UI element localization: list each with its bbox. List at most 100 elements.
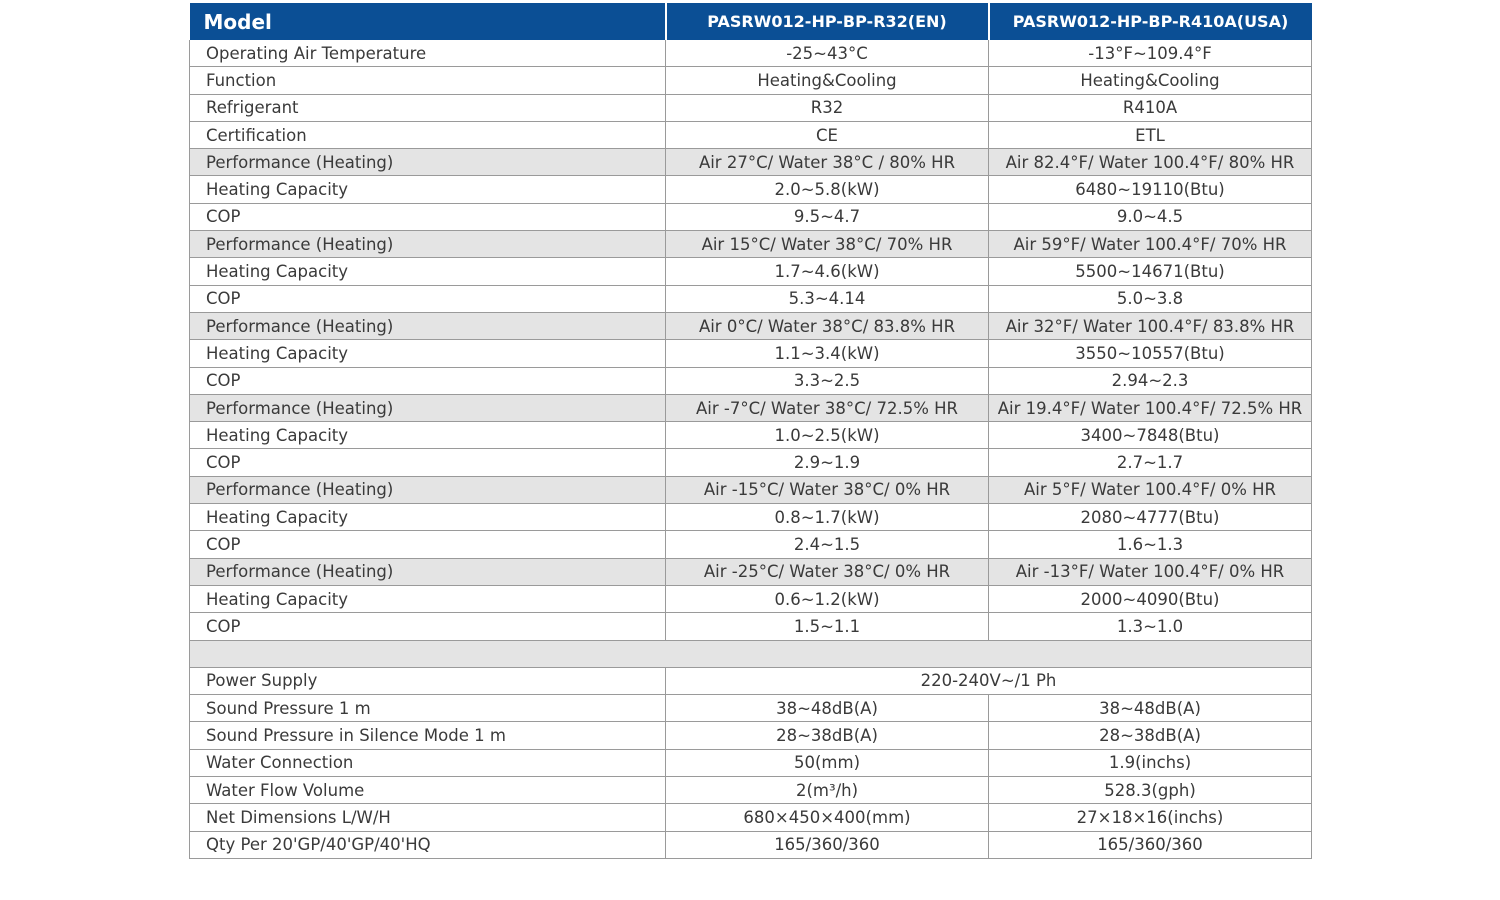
- row-label: Sound Pressure in Silence Mode 1 m: [189, 721, 666, 750]
- value-r32: 3.3~2.5: [665, 367, 989, 395]
- table-row: COP 9.5~4.7 9.0~4.5: [189, 203, 1312, 232]
- row-label: Refrigerant: [189, 94, 666, 122]
- table-row: Heating Capacity 1.7~4.6(kW) 5500~14671(…: [189, 257, 1312, 286]
- model-header: Model: [189, 3, 667, 40]
- value-r410a: Heating&Cooling: [988, 66, 1312, 95]
- table-row: Refrigerant R32 R410A: [189, 94, 1312, 122]
- row-label: COP: [189, 367, 666, 395]
- row-label: COP: [189, 448, 666, 477]
- table-row: Heating Capacity 0.6~1.2(kW) 2000~4090(B…: [189, 585, 1312, 614]
- table-row: COP 5.3~4.14 5.0~3.8: [189, 285, 1312, 313]
- value-r410a: 1.6~1.3: [988, 530, 1312, 559]
- value-r32: CE: [665, 121, 989, 150]
- value-r410a: 2080~4777(Btu): [988, 503, 1312, 532]
- value-r410a: 9.0~4.5: [988, 203, 1312, 232]
- row-label: Function: [189, 66, 666, 95]
- table-row: Performance (Heating) Air -25°C/ Water 3…: [189, 558, 1312, 586]
- row-label: Sound Pressure 1 m: [189, 694, 666, 723]
- value-r410a: Air 19.4°F/ Water 100.4°F/ 72.5% HR: [988, 394, 1312, 423]
- row-label: Heating Capacity: [189, 175, 666, 204]
- table-row: Water Flow Volume 2(m³/h) 528.3(gph): [189, 776, 1312, 805]
- row-label: Heating Capacity: [189, 339, 666, 368]
- value-r410a: Air 59°F/ Water 100.4°F/ 70% HR: [988, 230, 1312, 259]
- value-r32: R32: [665, 94, 989, 122]
- table-row: Heating Capacity 1.0~2.5(kW) 3400~7848(B…: [189, 421, 1312, 450]
- value-r32: Air 0°C/ Water 38°C/ 83.8% HR: [665, 312, 989, 341]
- value-r410a: 38~48dB(A): [988, 694, 1312, 723]
- table-row: Function Heating&Cooling Heating&Cooling: [189, 66, 1312, 95]
- value-r410a: 5.0~3.8: [988, 285, 1312, 313]
- value-r32: 1.7~4.6(kW): [665, 257, 989, 286]
- table-row: Performance (Heating) Air -7°C/ Water 38…: [189, 394, 1312, 423]
- row-label: Performance (Heating): [189, 148, 666, 177]
- row-label: Certification: [189, 121, 666, 150]
- row-label: COP: [189, 285, 666, 313]
- row-label: COP: [189, 612, 666, 641]
- value-r32: 28~38dB(A): [665, 721, 989, 750]
- value-r410a: 27×18×16(inchs): [988, 803, 1312, 832]
- value-r410a: ETL: [988, 121, 1312, 150]
- value-r32: 38~48dB(A): [665, 694, 989, 723]
- value-r410a: -13°F~109.4°F: [988, 40, 1312, 68]
- row-label: Performance (Heating): [189, 394, 666, 423]
- section-spacer: [189, 640, 1312, 668]
- table-row: Performance (Heating) Air -15°C/ Water 3…: [189, 476, 1312, 505]
- row-label: Performance (Heating): [189, 230, 666, 259]
- model-r32-header: PASRW012-HP-BP-R32(EN): [665, 3, 990, 40]
- model-r410a-header: PASRW012-HP-BP-R410A(USA): [988, 3, 1312, 40]
- table-row: Heating Capacity 1.1~3.4(kW) 3550~10557(…: [189, 339, 1312, 368]
- value-r32: 9.5~4.7: [665, 203, 989, 232]
- table-row: Water Connection 50(mm) 1.9(inchs): [189, 749, 1312, 778]
- row-label: Qty Per 20'GP/40'GP/40'HQ: [189, 831, 666, 859]
- header-row: Model PASRW012-HP-BP-R32(EN) PASRW012-HP…: [189, 3, 1312, 40]
- value-r32: 0.8~1.7(kW): [665, 503, 989, 532]
- value-r32: 2(m³/h): [665, 776, 989, 805]
- row-label: Water Connection: [189, 749, 666, 778]
- row-label: Operating Air Temperature: [189, 40, 666, 68]
- row-label: Heating Capacity: [189, 503, 666, 532]
- row-label: Water Flow Volume: [189, 776, 666, 805]
- value-r410a: 1.3~1.0: [988, 612, 1312, 641]
- value-r410a: 165/360/360: [988, 831, 1312, 859]
- table-row: Qty Per 20'GP/40'GP/40'HQ 165/360/360 16…: [189, 831, 1312, 859]
- table-row: COP 2.9~1.9 2.7~1.7: [189, 448, 1312, 477]
- value-r32: -25~43°C: [665, 40, 989, 68]
- value-r32: 1.5~1.1: [665, 612, 989, 641]
- table-row: Sound Pressure 1 m 38~48dB(A) 38~48dB(A): [189, 694, 1312, 723]
- value-r410a: R410A: [988, 94, 1312, 122]
- value-r410a: 28~38dB(A): [988, 721, 1312, 750]
- value-r32: 5.3~4.14: [665, 285, 989, 313]
- value-r32: Heating&Cooling: [665, 66, 989, 95]
- row-label: Net Dimensions L/W/H: [189, 803, 666, 832]
- value-r410a: Air 82.4°F/ Water 100.4°F/ 80% HR: [988, 148, 1312, 177]
- value-r32: Air 27°C/ Water 38°C / 80% HR: [665, 148, 989, 177]
- value-r32: 165/360/360: [665, 831, 989, 859]
- table-row: Sound Pressure in Silence Mode 1 m 28~38…: [189, 721, 1312, 750]
- table-row: Net Dimensions L/W/H 680×450×400(mm) 27×…: [189, 803, 1312, 832]
- value-r32: 2.9~1.9: [665, 448, 989, 477]
- value-r410a: 528.3(gph): [988, 776, 1312, 805]
- value-r410a: 3550~10557(Btu): [988, 339, 1312, 368]
- value-r410a: 5500~14671(Btu): [988, 257, 1312, 286]
- spec-table: Model PASRW012-HP-BP-R32(EN) PASRW012-HP…: [189, 3, 1312, 859]
- value-r32: 2.0~5.8(kW): [665, 175, 989, 204]
- value-r32: 50(mm): [665, 749, 989, 778]
- value-r410a: Air -13°F/ Water 100.4°F/ 0% HR: [988, 558, 1312, 586]
- value-r32: 1.0~2.5(kW): [665, 421, 989, 450]
- value-r32: 2.4~1.5: [665, 530, 989, 559]
- table-row: COP 2.4~1.5 1.6~1.3: [189, 530, 1312, 559]
- table-row: Performance (Heating) Air 0°C/ Water 38°…: [189, 312, 1312, 341]
- table-row: Heating Capacity 2.0~5.8(kW) 6480~19110(…: [189, 175, 1312, 204]
- table-row: Performance (Heating) Air 27°C/ Water 38…: [189, 148, 1312, 177]
- row-label: COP: [189, 530, 666, 559]
- value-r410a: 1.9(inchs): [988, 749, 1312, 778]
- value-r32: Air -25°C/ Water 38°C/ 0% HR: [665, 558, 989, 586]
- row-label: Heating Capacity: [189, 421, 666, 450]
- row-label: Power Supply: [189, 667, 666, 696]
- table-row: COP 3.3~2.5 2.94~2.3: [189, 367, 1312, 395]
- value-r32: 0.6~1.2(kW): [665, 585, 989, 614]
- power-supply-row: Power Supply 220-240V~/1 Ph: [189, 667, 1312, 696]
- row-label: Performance (Heating): [189, 312, 666, 341]
- value-r410a: Air 5°F/ Water 100.4°F/ 0% HR: [988, 476, 1312, 505]
- table-row: Heating Capacity 0.8~1.7(kW) 2080~4777(B…: [189, 503, 1312, 532]
